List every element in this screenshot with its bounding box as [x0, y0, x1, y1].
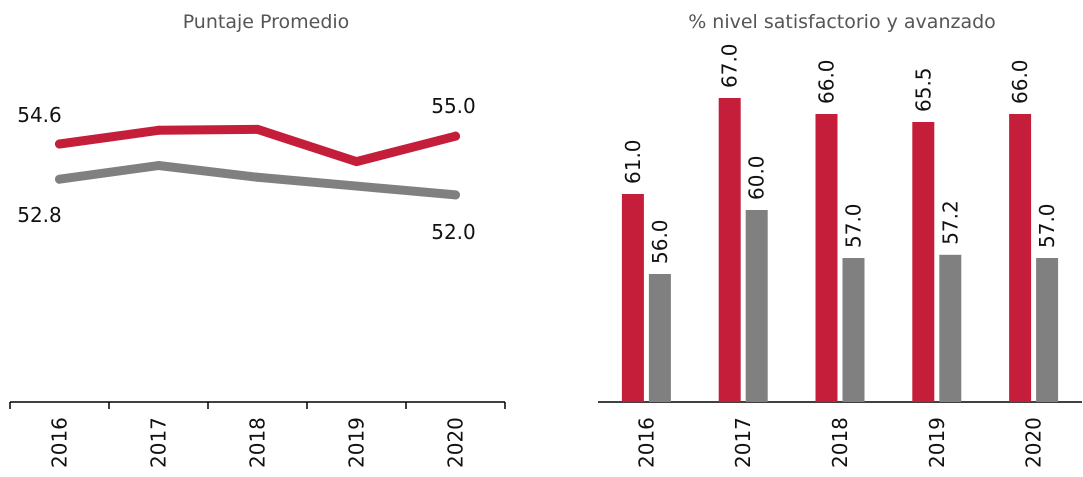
- bar-data-label: 57.2: [938, 200, 962, 245]
- bar-chart-x-tick-label: 2019: [925, 417, 949, 468]
- line-point: [451, 131, 460, 141]
- bar-chart-x-tick-label: 2017: [731, 417, 755, 468]
- line-data-label: 54.6: [17, 103, 62, 127]
- bar-gray: [745, 210, 768, 402]
- line-chart-data-labels: 54.6 55.0 52.8 52.0: [17, 94, 476, 244]
- bar-data-label: 66.0: [815, 59, 839, 104]
- line-chart: Puntaje Promedio 2016 2017 2018 2019 2020 54…: [9, 11, 506, 468]
- line-chart-x-tick-label: 2018: [246, 417, 270, 468]
- bar-data-label: 66.0: [1008, 59, 1032, 104]
- bar-data-label: 57.0: [1035, 203, 1059, 248]
- bar-chart-bars: [621, 98, 1059, 402]
- bar-red: [815, 114, 838, 402]
- line-chart-x-tick-label: 2020: [444, 417, 468, 468]
- bar-red: [912, 122, 935, 402]
- line-point: [55, 174, 64, 184]
- line-chart-title: Puntaje Promedio: [183, 11, 350, 33]
- bar-red: [621, 194, 644, 402]
- line-chart-ticks: 2016 2017 2018 2019 2020: [9, 402, 506, 468]
- bar-data-label: 61.0: [621, 139, 645, 184]
- bar-data-label: 56.0: [648, 219, 672, 264]
- line-data-label: 52.0: [431, 220, 476, 244]
- line-point: [352, 157, 361, 167]
- bar-chart: % nivel satisfactorio y avanzado 2016 201…: [598, 11, 1082, 468]
- line-chart-x-tick-label: 2019: [345, 417, 369, 468]
- line-point: [352, 181, 361, 191]
- bar-red: [718, 98, 741, 402]
- bar-gray: [648, 274, 671, 402]
- bar-gray: [842, 258, 865, 402]
- bar-chart-x-tick-label: 2016: [634, 417, 658, 468]
- bar-chart-data-labels: 61.0 67.0 66.0 65.5 66.0 56.0 60.0 57.0 57.2 57.0: [621, 43, 1059, 264]
- line-point: [253, 124, 262, 134]
- line-data-label: 55.0: [431, 94, 476, 118]
- line-point: [451, 190, 460, 200]
- bar-data-label: 67.0: [718, 43, 742, 88]
- line-chart-x-tick-label: 2016: [48, 417, 72, 468]
- line-series-1: [55, 124, 460, 167]
- bar-data-label: 60.0: [745, 155, 769, 200]
- bar-red: [1009, 114, 1032, 402]
- line-point: [253, 172, 262, 182]
- line-chart-series: [55, 124, 460, 200]
- bar-data-label: 65.5: [911, 67, 935, 112]
- bar-chart-x-tick-label: 2018: [828, 417, 852, 468]
- bar-data-label: 57.0: [842, 203, 866, 248]
- bar-chart-title: % nivel satisfactorio y avanzado: [688, 11, 996, 33]
- line-point: [154, 125, 163, 135]
- bar-gray: [939, 254, 962, 402]
- bar-chart-x-tick-label: 2020: [1022, 417, 1046, 468]
- line-chart-x-tick-label: 2017: [147, 417, 171, 468]
- bar-chart-ticks: 2016 2017 2018 2019 2020: [634, 417, 1045, 468]
- line-point: [154, 161, 163, 171]
- line-data-label: 52.8: [17, 203, 62, 227]
- line-point: [55, 139, 64, 149]
- bar-gray: [1036, 258, 1059, 402]
